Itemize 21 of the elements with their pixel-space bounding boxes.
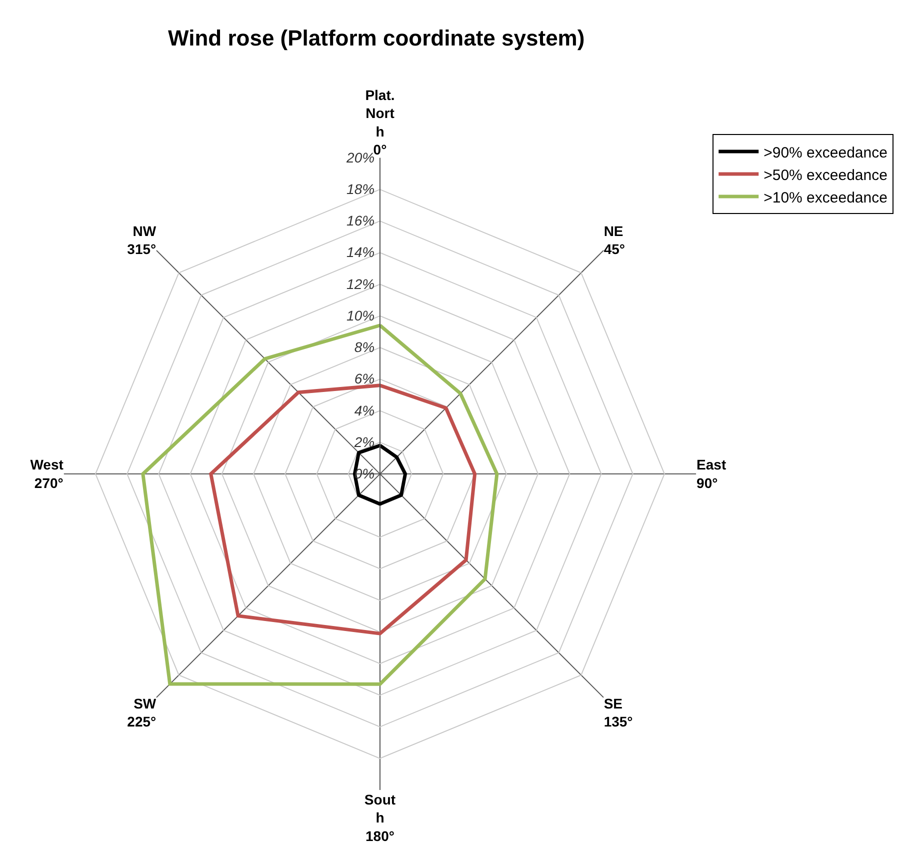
- y-tick-label: 14%: [346, 244, 375, 260]
- spoke-label: NE 45°: [604, 223, 626, 258]
- spoke-label: SW 225°: [127, 695, 157, 730]
- spoke-label: West 270°: [30, 456, 64, 491]
- legend-label: >90% exceedance: [764, 144, 888, 162]
- y-tick-label: 20%: [346, 149, 375, 166]
- y-tick-label: 8%: [354, 339, 375, 356]
- spoke-label: NW 315°: [127, 223, 157, 258]
- legend-label: >10% exceedance: [764, 189, 888, 206]
- spoke-label: SE 135°: [604, 695, 633, 730]
- spoke-label: East 90°: [696, 456, 726, 491]
- y-tick-label: 4%: [354, 402, 375, 418]
- y-tick-label: 18%: [346, 181, 375, 198]
- chart-title: Wind rose (Platform coordinate system): [168, 26, 585, 51]
- y-tick-label: 16%: [346, 212, 375, 229]
- y-tick-label: 2%: [353, 434, 375, 450]
- y-tick-label: 12%: [346, 276, 375, 292]
- y-tick-label: 10%: [346, 307, 375, 324]
- legend-label: >50% exceedance: [764, 166, 888, 184]
- spoke-label: Sout h 180°: [364, 792, 396, 844]
- y-tick-label: 6%: [354, 370, 375, 387]
